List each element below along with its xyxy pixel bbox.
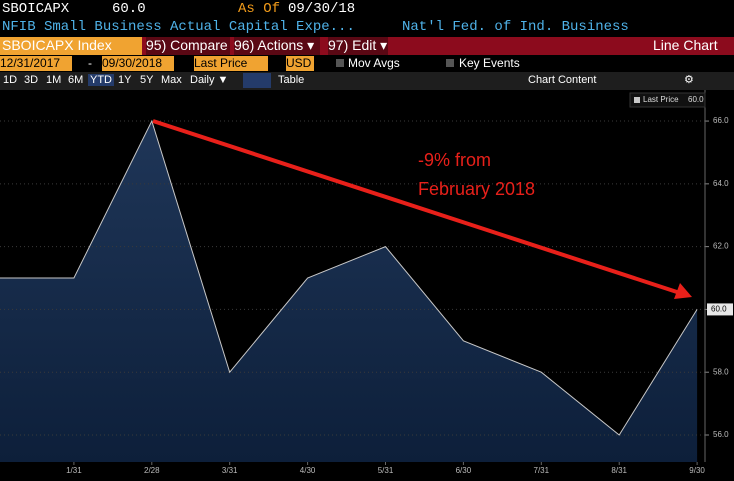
description-row: NFIB Small Business Actual Capital Expe.… (0, 19, 734, 37)
series-line (0, 119, 698, 436)
range-button[interactable]: 1Y (118, 74, 132, 86)
legend-name: Last Price (643, 95, 679, 104)
end-date[interactable]: 09/30/2018 (102, 56, 174, 71)
start-date[interactable]: 12/31/2017 (0, 56, 72, 71)
settings-icon[interactable]: ⚙ (684, 74, 694, 86)
source: Nat'l Fed. of Ind. Business (402, 19, 629, 35)
range-button[interactable]: 6M (68, 74, 84, 86)
x-tick-label: 8/31 (611, 466, 627, 475)
header-row: SBOICAPX 60.0 As Of 09/30/18 (0, 0, 734, 20)
legend: Last Price 60.0 (629, 92, 706, 108)
checkbox[interactable] (336, 59, 344, 67)
key-events[interactable]: Key Events (459, 56, 520, 70)
period[interactable]: Daily ▼ (190, 74, 229, 86)
x-tick-label: 7/31 (534, 466, 550, 475)
range-button[interactable]: 5Y (140, 74, 154, 86)
date: 09/30/18 (288, 1, 356, 17)
view-label: Line Chart (653, 37, 718, 53)
y-tick-label: 62.0 (713, 242, 729, 251)
ticker: SBOICAPX (2, 1, 70, 17)
price: 60.0 (112, 1, 146, 17)
annotation: -9% from (418, 150, 491, 170)
chart-content[interactable]: Chart Content (528, 74, 597, 86)
y-tick-label: 56.0 (713, 430, 729, 439)
currency[interactable]: USD (286, 56, 314, 71)
y-tick-label: 58.0 (713, 367, 729, 376)
legend-swatch (634, 97, 640, 103)
toolbar: SBOICAPX Index 95) Compare 96) Actions ▾… (0, 37, 734, 55)
description: NFIB Small Business Actual Capital Expe.… (2, 19, 355, 35)
dash: - (88, 56, 92, 70)
x-tick-label: 9/30 (689, 466, 705, 475)
x-tick-label: 3/31 (222, 466, 238, 475)
range-row: Daily ▼ Table Chart Content ⚙ 1D 3D 1M 6M YT… (0, 72, 734, 90)
table-button[interactable]: Table (278, 74, 305, 86)
x-tick-label: 2/28 (144, 466, 160, 475)
range-button[interactable]: 1M (46, 74, 62, 86)
annotation-arrow (152, 119, 681, 295)
area-fill (0, 121, 698, 462)
last-value-box (707, 303, 733, 316)
chart: 56.0 58.0 60.0 62.0 64.0 66.0 1/31 2/28 3/31 4/30… (0, 90, 733, 475)
x-tick-label: 6/30 (456, 466, 472, 475)
legend-value: 60.0 (688, 95, 704, 104)
x-tick-label: 4/30 (300, 466, 316, 475)
security[interactable]: SBOICAPX Index (0, 37, 142, 55)
y-tick-label: 64.0 (713, 179, 729, 188)
chart-icon[interactable] (243, 73, 271, 88)
range-button[interactable]: Max (161, 74, 182, 86)
range-button[interactable]: 1D (3, 74, 18, 86)
compare-button[interactable]: 95) Compare (146, 37, 230, 55)
annotation: February 2018 (418, 179, 535, 199)
range-button[interactable]: 3D (24, 74, 39, 86)
range-button[interactable]: YTD (88, 74, 114, 86)
as-of: As Of (238, 1, 281, 17)
x-tick-label: 5/31 (378, 466, 394, 475)
actions-button[interactable]: 96) Actions ▾ (234, 37, 320, 55)
last-value-label: 60.0 (711, 305, 727, 314)
checkbox[interactable] (446, 59, 454, 67)
x-tick-label: 1/31 (66, 466, 82, 475)
legend-box (629, 92, 706, 108)
mov-avgs[interactable]: Mov Avgs (348, 56, 400, 70)
y-tick-label: 66.0 (713, 116, 729, 125)
field[interactable]: Last Price (194, 56, 268, 71)
edit-button[interactable]: 97) Edit ▾ (328, 37, 388, 55)
settings-row: 12/31/2017 - 09/30/2018 Last Price USD M… (0, 55, 734, 72)
arrow-head (674, 283, 692, 299)
